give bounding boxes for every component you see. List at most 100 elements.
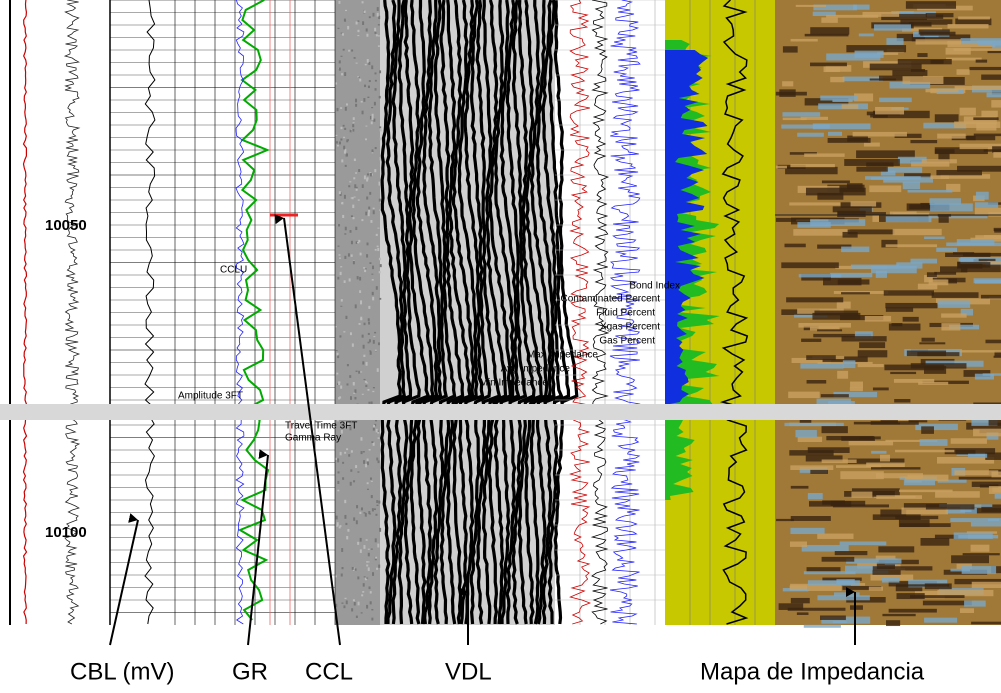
texture [351,608,354,612]
texture [975,59,988,63]
curve [609,0,641,625]
texture [841,292,870,295]
texture [954,121,1001,128]
texture [841,336,887,342]
texture [355,188,358,191]
texture [338,254,341,256]
texture [342,124,345,127]
texture [374,538,377,543]
texture [379,527,382,530]
texture [973,117,999,121]
texture [930,175,950,179]
texture [934,114,959,123]
caption: Mapa de Impedancia [700,658,925,685]
texture [338,67,341,71]
texture [345,315,348,320]
texture [340,138,343,141]
texture [343,18,346,22]
texture [837,212,886,215]
texture [344,255,347,259]
texture [363,512,366,514]
texture [343,280,346,284]
texture [369,173,372,177]
curve-label: CCLU [220,265,247,276]
texture [372,390,375,393]
texture [859,342,886,349]
curve [235,0,245,625]
texture [365,28,368,32]
texture [959,143,1001,150]
texture [337,245,340,247]
texture [979,484,999,488]
texture [832,206,872,213]
texture [336,525,339,527]
texture [374,248,377,251]
texture [782,117,807,121]
texture [375,513,378,516]
texture [360,316,363,320]
texture [336,107,339,112]
texture [934,147,988,155]
texture [366,564,369,567]
texture [355,103,358,107]
texture [965,508,1001,514]
texture [358,370,361,374]
texture [895,585,923,592]
texture [821,426,848,434]
texture [842,586,882,590]
texture [938,153,950,161]
texture [337,27,340,30]
texture [350,197,353,199]
texture [344,226,347,231]
texture [369,191,372,195]
texture [797,132,824,137]
texture [974,207,1001,215]
texture [359,511,362,515]
texture [924,236,945,240]
texture [820,394,849,398]
texture [791,357,832,364]
texture [354,396,357,400]
texture [782,112,821,117]
texture [938,300,971,308]
texture [374,79,377,82]
texture [369,601,372,605]
texture [924,617,958,623]
texture [345,522,348,526]
texture [362,344,365,349]
texture [352,217,355,220]
texture [338,60,341,63]
texture [377,437,380,439]
texture [803,624,841,628]
texture [872,387,889,391]
texture [991,566,1001,574]
texture [902,316,919,322]
texture [981,110,998,117]
texture [375,34,378,37]
texture [795,429,817,438]
texture [870,421,919,425]
texture [370,495,373,499]
texture [881,577,900,583]
caption: VDL [445,658,492,685]
texture [782,81,794,87]
texture [958,534,999,539]
texture [379,528,382,532]
texture [804,33,849,37]
texture [373,508,376,511]
texture [344,233,347,235]
texture [930,60,944,64]
texture [821,616,871,624]
texture [337,383,340,385]
texture [960,308,973,316]
texture [880,170,896,176]
texture [367,318,370,322]
vdl-wiggle [499,0,521,625]
texture [879,97,912,103]
texture [351,343,354,347]
curve-label: Max Impedance [527,350,599,361]
texture [359,252,362,256]
vdl-wiggle [535,0,556,625]
texture [930,203,973,212]
texture [994,351,1001,357]
